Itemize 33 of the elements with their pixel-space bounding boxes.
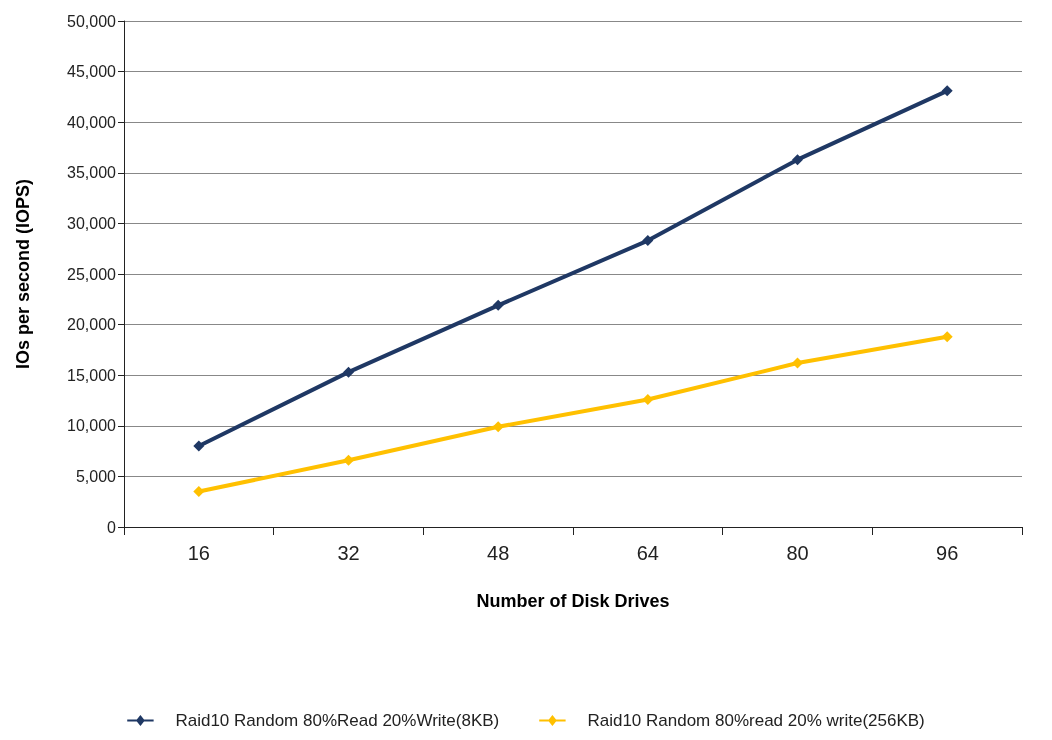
x-tick-label: 96 [936,542,959,564]
point [941,85,953,97]
y-tick-label: 35,000 [67,164,117,182]
y-tick-label: 0 [107,518,117,536]
x-tick-label: 64 [636,542,659,564]
legend-label: Raid10 Random 80%Read 20%Write(8KB) [175,711,500,730]
point [343,454,354,466]
y-tick-label: 5,000 [75,467,117,485]
point [642,235,654,247]
y-tick-label: 30,000 [67,214,117,232]
point [492,299,504,311]
x-tick-label: 80 [786,542,809,564]
y-axis-title: IOs per second (IOPS) [13,178,33,370]
y-tick-label: 10,000 [67,417,117,435]
y-tick-label: 20,000 [67,316,117,334]
y-tick-label: 45,000 [67,63,117,81]
legend-label: Raid10 Random 80%read 20% write(256KB) [587,711,925,730]
x-tick-label: 32 [337,542,360,564]
y-tick-label: 15,000 [67,366,117,384]
point [193,440,205,452]
x-axis-title: Number of Disk Drives [476,591,670,611]
point [642,393,654,405]
x-tick-label: 48 [487,542,510,564]
y-tick-label: 40,000 [67,113,117,131]
y-tick-label: 25,000 [67,265,117,283]
point [792,357,803,369]
point [492,421,504,433]
point [343,366,354,378]
point [941,331,953,343]
x-tick-label: 16 [187,542,210,564]
y-tick-label: 50,000 [67,12,117,30]
point [792,154,803,166]
point [193,486,205,498]
